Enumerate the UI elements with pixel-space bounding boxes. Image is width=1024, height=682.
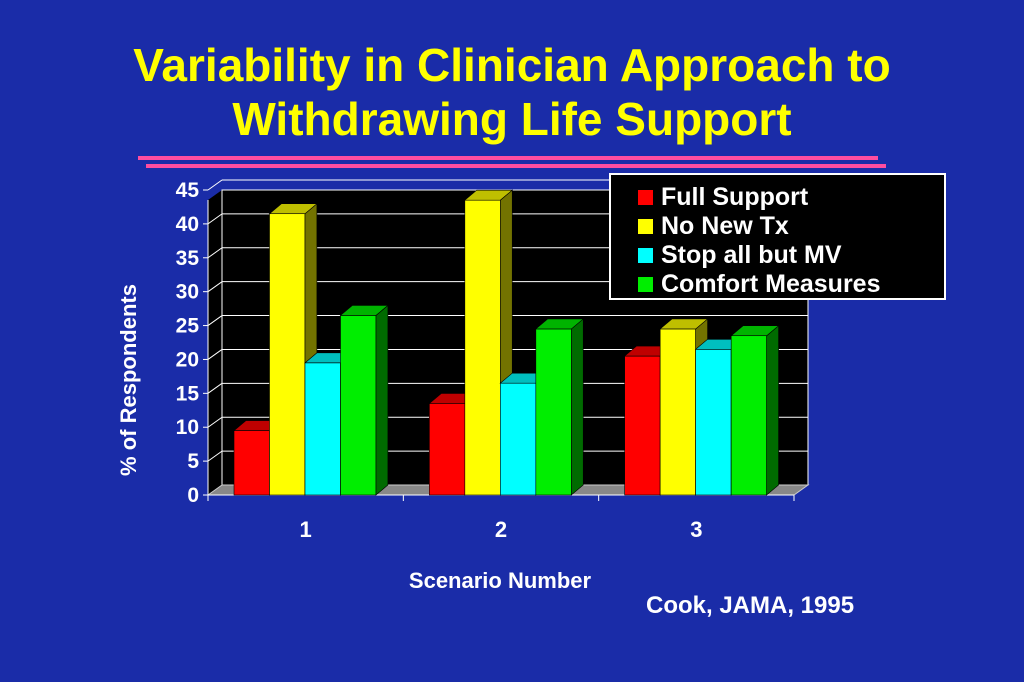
title-line-1: Variability in Clinician Approach to	[133, 39, 891, 91]
legend-item-no-new-tx: No New Tx	[637, 212, 944, 241]
gridline-side	[207, 247, 223, 259]
bar-front	[304, 362, 341, 496]
gridline-side	[207, 281, 223, 293]
legend-label: No New Tx	[661, 212, 789, 240]
bar-front	[730, 335, 767, 496]
bar-front	[269, 213, 306, 496]
y-tick-label: 25	[176, 315, 200, 338]
y-tick-label: 35	[176, 247, 200, 270]
y-tick-label: 40	[176, 213, 199, 236]
y-tick-label: 20	[176, 348, 199, 371]
y-tick-label: 15	[176, 382, 200, 405]
legend-item-stop-all-but-mv: Stop all but MV	[637, 241, 944, 270]
legend-label: Comfort Measures	[661, 270, 881, 298]
y-tick-label: 0	[187, 484, 199, 507]
bar-top	[268, 203, 318, 215]
bar-front	[340, 315, 377, 496]
title-line-2: Withdrawing Life Support	[232, 93, 792, 145]
x-tick-label: 1	[300, 517, 312, 542]
bar-top	[535, 318, 585, 330]
bar-front	[429, 403, 466, 496]
legend-swatch	[637, 276, 654, 293]
gridline-side	[207, 213, 223, 225]
legend-label: Full Support	[661, 183, 809, 211]
legend-item-comfort-measures: Comfort Measures	[637, 270, 944, 299]
bar-side	[375, 304, 389, 496]
gridline-side	[207, 349, 223, 360]
chart-legend: Full Support No New Tx Stop all but MV C…	[609, 173, 946, 300]
x-tick-label: 2	[495, 517, 507, 542]
legend-swatch	[637, 218, 654, 235]
gridline-side	[207, 416, 223, 428]
bar-top	[730, 325, 780, 337]
bar-front	[233, 430, 270, 496]
y-tick-label: 10	[176, 416, 199, 439]
citation: Cook, JAMA, 1995	[646, 592, 855, 619]
bar-top	[659, 318, 709, 330]
bar-front	[659, 328, 696, 496]
bar	[535, 318, 585, 496]
bar-front	[464, 199, 501, 496]
legend-item-full-support: Full Support	[637, 183, 944, 212]
y-tick-label: 45	[176, 179, 200, 202]
plot-side-wall	[208, 190, 222, 495]
legend-label: Stop all but MV	[661, 241, 842, 269]
bar-side	[571, 318, 584, 496]
bar-front	[500, 382, 537, 496]
bar-top	[464, 189, 514, 201]
gridline-side	[207, 450, 223, 462]
title-underline-2	[146, 164, 886, 168]
bar-side	[766, 325, 779, 496]
legend-swatch	[637, 189, 654, 206]
x-tick-label: 3	[690, 517, 702, 542]
bar-top	[339, 305, 389, 316]
bar-front	[695, 348, 732, 496]
bar	[339, 304, 389, 496]
gridline-side	[207, 382, 223, 394]
slide-title: Variability in Clinician Approach to Wit…	[0, 38, 1024, 146]
title-underline-1	[138, 156, 878, 160]
y-tick-label: 30	[176, 281, 199, 304]
y-tick-label: 5	[187, 450, 199, 473]
bar-front	[535, 328, 572, 496]
bar	[730, 325, 780, 496]
x-axis-label: Scenario Number	[408, 568, 592, 593]
gridline-side	[207, 315, 223, 326]
legend-swatch	[637, 247, 654, 264]
y-axis-label: % of Respondents	[116, 284, 141, 476]
bar-front	[624, 355, 661, 496]
gridline-side	[207, 179, 223, 191]
